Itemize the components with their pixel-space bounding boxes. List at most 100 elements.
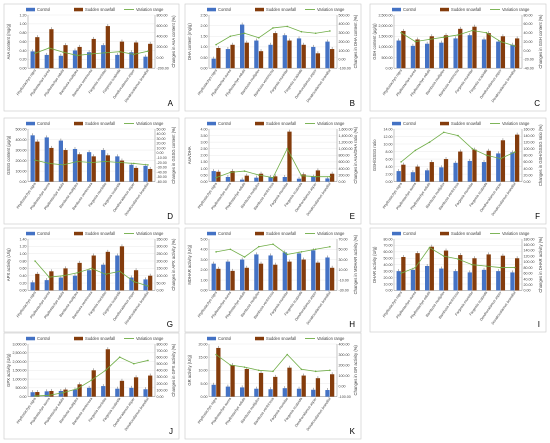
bar-sudden — [429, 246, 434, 291]
bar-control — [396, 40, 401, 69]
legend-swatch-control — [26, 7, 35, 12]
bar-control — [129, 52, 134, 69]
y2-tick-label: 300.00 — [157, 375, 168, 379]
bar-control — [410, 269, 416, 291]
y-tick-label: 0.00 — [20, 67, 27, 71]
variation-point — [286, 253, 289, 256]
y-tick-label: 2,000.00 — [13, 360, 27, 364]
variation-point — [414, 266, 417, 269]
y2-tick-label: -20.00 — [524, 58, 534, 62]
y2-tick-label: 800.00 — [157, 13, 168, 17]
y2-tick-label: -30.00 — [339, 289, 349, 293]
y-tick-label: 3.00 — [201, 258, 208, 262]
bar-control — [225, 386, 231, 397]
y-tick-label: 1,500.00 — [13, 369, 27, 373]
variation-point — [300, 174, 303, 177]
bar-control — [58, 277, 63, 291]
bar-sudden — [458, 151, 463, 182]
y-tick-label: 0.50 — [201, 173, 208, 177]
variation-point — [62, 51, 65, 54]
y2-tick-label: 150.00 — [157, 267, 168, 271]
legend-label-variation: Variation range — [136, 231, 164, 236]
legend-swatch-sudden — [255, 121, 264, 126]
bar-control — [115, 255, 120, 291]
legend-label-sudden: Sudden snowfall — [451, 121, 481, 126]
y-tick-label: 1.00 — [201, 167, 208, 171]
y2-tick-label: 0.00 — [339, 384, 346, 388]
bar-control — [496, 41, 501, 69]
y-tick-label: 1,500.00 — [379, 35, 393, 39]
y2-tick-label: 400.00 — [339, 167, 350, 171]
legend-swatch-sudden — [440, 121, 449, 126]
legend-label-sudden: Sudden snowfall — [451, 7, 481, 12]
bar-control — [439, 167, 444, 182]
variation-point — [286, 353, 289, 356]
variation-point — [76, 271, 79, 274]
y-tick-label: 4.00 — [201, 127, 208, 131]
legend-label-control: Control — [218, 7, 231, 12]
bar-control — [254, 177, 259, 182]
variation-point — [90, 53, 93, 55]
bar-control — [44, 391, 49, 397]
bar-sudden — [35, 273, 40, 291]
y-tick-label: 0.80 — [20, 259, 27, 263]
variation-point — [485, 154, 488, 157]
y2-tick-label: 80.00 — [524, 154, 533, 158]
legend-label-sudden: Sudden snowfall — [85, 336, 115, 341]
bar-control — [129, 164, 134, 182]
variation-point — [442, 36, 445, 38]
bar-sudden — [105, 349, 110, 397]
variation-point — [257, 369, 260, 372]
bar-sudden — [230, 270, 235, 291]
variation-point — [514, 151, 516, 153]
y2-tick-label: 20.00 — [524, 283, 533, 287]
bar-control — [311, 250, 316, 291]
bar-sudden — [486, 150, 491, 182]
bar-control — [58, 55, 63, 69]
bar-sudden — [287, 40, 292, 69]
bar-control — [296, 38, 302, 69]
bar-sudden — [273, 176, 278, 182]
bar-control — [211, 384, 216, 397]
variation-point — [90, 379, 93, 381]
bar-control — [30, 392, 35, 397]
y-tick-label: 1.00 — [201, 278, 208, 282]
y-tick-label: 0.00 — [201, 67, 208, 71]
y2-tick-label: 50.00 — [339, 248, 348, 252]
variation-point — [471, 147, 474, 150]
bar-control — [467, 160, 472, 182]
variation-point — [243, 170, 246, 172]
legend-label-variation: Variation range — [502, 7, 530, 12]
bar-control — [225, 49, 231, 69]
chart-panel-f: Control Sudden snowfall Variation range 0.0… — [369, 117, 547, 225]
legend-label-sudden: Sudden snowfall — [85, 231, 115, 236]
y2-tick-label: -200.00 — [157, 67, 169, 71]
variation-point — [414, 40, 417, 43]
y2-tick-label: 0.00 — [339, 58, 346, 62]
y2-axis-title: Changes in DHA content (%) — [353, 14, 358, 68]
bar-sudden — [258, 263, 264, 291]
variation-point — [400, 161, 402, 163]
y-tick-label: 0.00 — [20, 395, 27, 399]
y2-tick-label: 250.00 — [157, 252, 168, 256]
y-tick-label: 0.50 — [201, 56, 208, 60]
y-tick-label: 1.50 — [201, 35, 208, 39]
y-tick-label: 1.40 — [20, 237, 27, 241]
bar-sudden — [63, 150, 68, 182]
y2-tick-label: 200.00 — [339, 173, 350, 177]
variation-point — [243, 32, 246, 35]
bar-sudden — [315, 170, 321, 182]
bar-control — [72, 389, 78, 397]
variation-point — [48, 162, 50, 165]
y2-axis-title: Changes in DHAR activity (%) — [538, 236, 543, 292]
y-axis-title: APX activity (U/g) — [6, 248, 11, 281]
bar-control — [396, 171, 401, 182]
panel-label: E — [350, 212, 355, 221]
y-tick-label: 40.00 — [384, 263, 393, 267]
y2-tick-label: 140.00 — [524, 249, 535, 253]
bar-control — [510, 272, 515, 291]
bar-sudden — [216, 47, 221, 69]
variation-point — [76, 54, 79, 57]
bar-sudden — [119, 160, 125, 182]
